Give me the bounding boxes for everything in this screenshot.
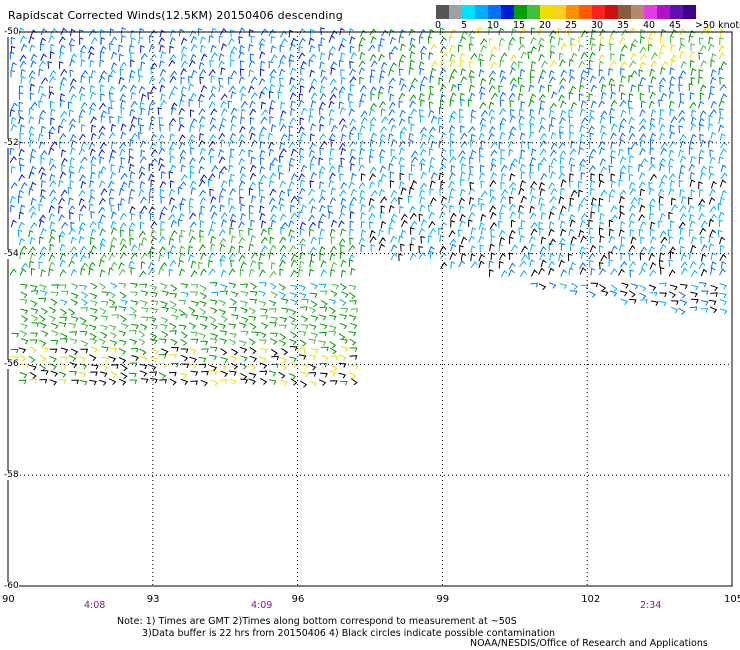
legend-swatch <box>579 5 592 19</box>
longitude-label: 105 <box>724 594 740 605</box>
legend-label: 5 <box>461 20 468 31</box>
legend-swatch <box>527 5 540 19</box>
latitude-label: -54 <box>4 248 19 259</box>
legend-swatch <box>644 5 657 19</box>
legend-swatch <box>592 5 605 19</box>
longitude-label: 102 <box>581 594 601 605</box>
legend-swatch <box>436 5 449 19</box>
map-frame <box>7 31 733 587</box>
map-title: Rapidscat Corrected Winds(12.5KM) 201504… <box>8 9 343 22</box>
time-label: 4:08 <box>84 600 106 611</box>
longitude-label: 90 <box>2 594 15 605</box>
notes: Note: 1) Times are GMT 2)Times along bot… <box>117 616 555 639</box>
legend-label: >50 knots <box>695 20 740 31</box>
time-label: 4:09 <box>251 600 273 611</box>
legend-swatch <box>618 5 631 19</box>
legend-label: 45 <box>669 20 682 31</box>
legend-swatch <box>605 5 618 19</box>
wind-barb-group <box>9 26 728 315</box>
longitude-label: 93 <box>146 594 160 605</box>
legend-swatch <box>488 5 501 19</box>
legend-swatch <box>670 5 683 19</box>
legend-swatch <box>553 5 566 19</box>
latitude-label: -58 <box>4 470 19 481</box>
wind-barbs <box>9 26 728 388</box>
wind-barb-group <box>9 27 357 230</box>
legend-label: 10 <box>487 20 500 31</box>
latitude-label: -56 <box>4 359 19 370</box>
time-label: 2:34 <box>640 600 662 611</box>
map-border <box>7 31 733 587</box>
legend-label: 35 <box>617 20 630 31</box>
legend-swatch <box>566 5 579 19</box>
legend-swatch <box>475 5 488 19</box>
credit: NOAA/NESDIS/Office of Research and Appli… <box>470 638 708 649</box>
latitude-label: -52 <box>4 137 19 148</box>
legend-labels: 0 5 10 15 20 25 30 35 40 45 >50 knots <box>435 19 740 31</box>
legend-swatch <box>631 5 644 19</box>
legend-label: 30 <box>591 20 604 31</box>
longitude-label: 99 <box>436 594 450 605</box>
legend-swatch <box>657 5 670 19</box>
map-grid <box>8 32 732 586</box>
legend-label: 25 <box>565 20 578 31</box>
note-line-2: 3)Data buffer is 22 hrs from 20150406 4)… <box>142 627 556 639</box>
legend-swatch <box>540 5 553 19</box>
legend-label: 0 <box>435 20 442 31</box>
wind-speed-legend: 0 5 10 15 20 25 30 35 40 45 >50 knots <box>435 5 740 31</box>
wind-barb-group <box>18 172 727 388</box>
legend-swatch <box>683 5 696 19</box>
legend-label: 40 <box>643 20 656 31</box>
legend-color-bar <box>436 5 696 19</box>
latitude-label: -50 <box>4 27 19 37</box>
wind-barb-group <box>9 27 728 315</box>
legend-swatch <box>501 5 514 19</box>
legend-label: 15 <box>513 20 526 31</box>
legend-swatch <box>449 5 462 19</box>
latitude-label: -60 <box>4 581 19 591</box>
note-line-1: Note: 1) Times are GMT 2)Times along bot… <box>117 616 517 627</box>
legend-swatch <box>514 5 527 19</box>
legend-swatch <box>462 5 475 19</box>
wind-barb-group <box>9 27 727 386</box>
legend-label: 20 <box>539 20 552 31</box>
wind-barb-group <box>19 26 724 347</box>
longitude-label: 96 <box>291 594 305 605</box>
